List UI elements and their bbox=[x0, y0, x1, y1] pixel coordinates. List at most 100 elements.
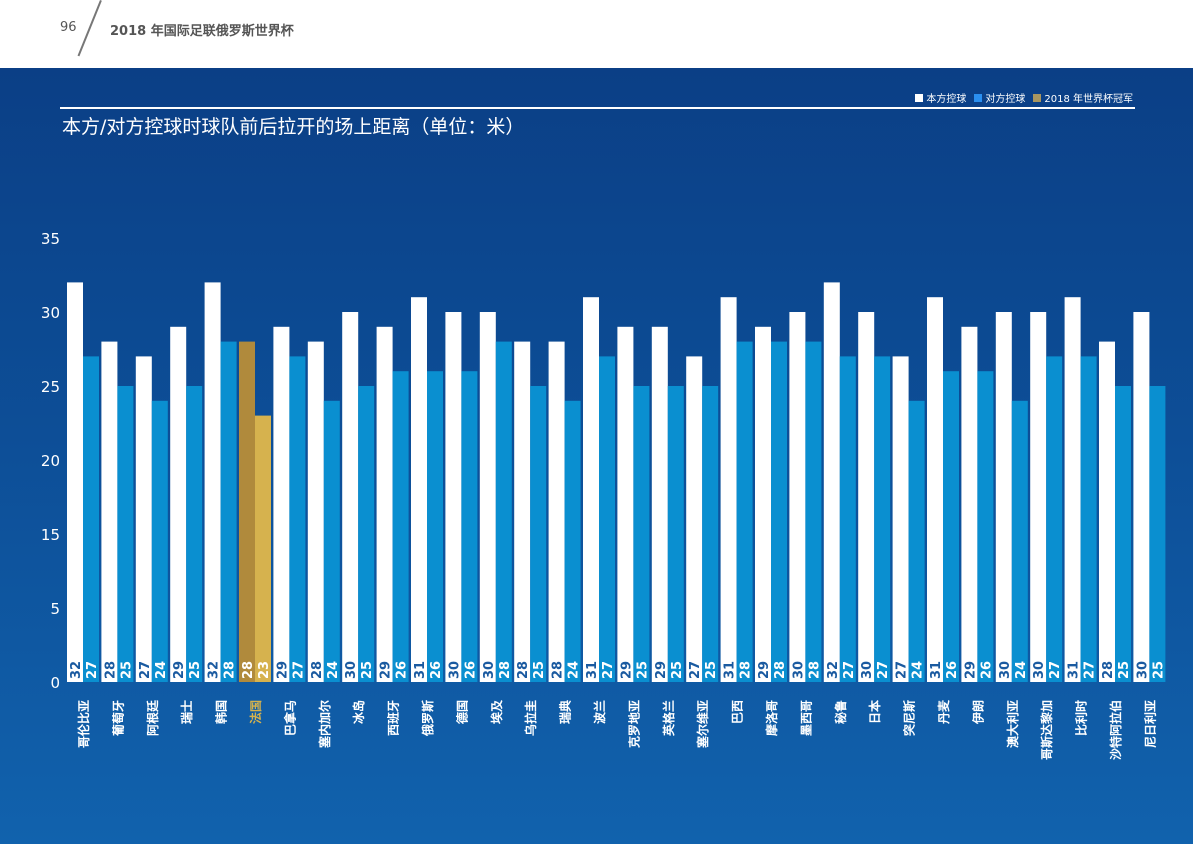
x-tick-label: 沙特阿拉伯 bbox=[1108, 700, 1123, 760]
bar-opp bbox=[461, 371, 478, 682]
x-tick-label: 伊朗 bbox=[970, 700, 985, 725]
x-tick-label: 墨西哥 bbox=[799, 700, 813, 736]
data-label: 25 bbox=[532, 661, 547, 679]
bar-opp bbox=[220, 341, 237, 682]
bar-own bbox=[583, 297, 599, 682]
data-label: 25 bbox=[188, 661, 203, 679]
data-label: 27 bbox=[1048, 661, 1063, 679]
legend-item-opp: 对方控球 bbox=[974, 90, 1025, 105]
legend-swatch-own bbox=[915, 93, 924, 102]
bar-opp bbox=[1115, 386, 1131, 682]
legend-label: 本方控球 bbox=[926, 94, 967, 105]
x-tick-label: 哥伦比亚 bbox=[76, 700, 91, 748]
data-label: 30 bbox=[860, 661, 875, 679]
page-number: 96 bbox=[60, 20, 77, 35]
data-label: 31 bbox=[929, 661, 944, 679]
data-label: 27 bbox=[895, 661, 910, 679]
data-label: 30 bbox=[482, 661, 497, 679]
bar-opp bbox=[977, 371, 994, 682]
legend-label: 2018 年世界杯冠军 bbox=[1044, 94, 1133, 105]
bar-own bbox=[376, 326, 393, 682]
bar-own bbox=[995, 312, 1012, 682]
data-label: 27 bbox=[291, 661, 306, 679]
bar-opp bbox=[943, 371, 959, 682]
bar-opp bbox=[427, 371, 443, 682]
data-label: 28 bbox=[516, 661, 531, 679]
bar-own bbox=[135, 356, 152, 682]
bar-opp bbox=[323, 400, 340, 682]
bar-own bbox=[755, 326, 771, 682]
bar-opp bbox=[564, 400, 581, 682]
data-label: 25 bbox=[360, 661, 375, 679]
x-tick-label: 秘鲁 bbox=[833, 700, 848, 724]
data-label: 24 bbox=[326, 661, 341, 679]
bar-opp bbox=[805, 341, 822, 682]
bar-opp bbox=[186, 386, 203, 682]
x-tick-label: 塞尔维亚 bbox=[695, 700, 710, 748]
x-tick-label: 澳大利亚 bbox=[1005, 700, 1020, 748]
bar-own bbox=[273, 326, 290, 682]
bar-own bbox=[720, 297, 737, 682]
data-label: 28 bbox=[223, 661, 238, 679]
data-label: 27 bbox=[842, 661, 857, 679]
data-label: 27 bbox=[138, 661, 153, 679]
data-label: 28 bbox=[807, 661, 822, 679]
bar-opp bbox=[771, 341, 787, 682]
x-tick-label: 巴拿马 bbox=[282, 700, 297, 736]
x-tick-label: 法国 bbox=[248, 700, 263, 724]
bar-opp bbox=[83, 356, 99, 682]
data-label: 30 bbox=[998, 661, 1013, 679]
x-tick-label: 葡萄牙 bbox=[110, 700, 125, 737]
x-tick-label: 巴西 bbox=[731, 700, 745, 724]
data-label: 28 bbox=[739, 661, 754, 679]
data-label: 25 bbox=[670, 661, 685, 679]
bar-opp bbox=[117, 386, 134, 682]
bar-own bbox=[1064, 297, 1081, 682]
bar-own bbox=[342, 312, 359, 682]
data-label: 23 bbox=[257, 661, 272, 679]
y-tick-label: 30 bbox=[41, 304, 60, 322]
data-label: 25 bbox=[635, 661, 650, 679]
data-label: 31 bbox=[1067, 661, 1082, 679]
bar-opp bbox=[908, 400, 925, 682]
y-tick-label: 5 bbox=[50, 600, 60, 618]
bar-own bbox=[617, 326, 634, 682]
bar-opp bbox=[667, 386, 684, 682]
x-tick-label: 俄罗斯 bbox=[420, 700, 435, 737]
data-label: 29 bbox=[275, 661, 290, 679]
bar-own bbox=[823, 282, 840, 682]
legend-label: 对方控球 bbox=[985, 94, 1026, 105]
y-tick-label: 20 bbox=[41, 452, 60, 470]
bar-own bbox=[479, 312, 496, 682]
data-label: 24 bbox=[911, 661, 926, 679]
document-title: 2018 年国际足联俄罗斯世界杯 bbox=[110, 24, 294, 39]
x-tick-label: 埃及 bbox=[489, 699, 504, 724]
legend-swatch-opp bbox=[974, 93, 983, 102]
x-tick-label: 克罗地亚 bbox=[626, 700, 641, 748]
bar-own bbox=[1030, 312, 1047, 682]
bar-own bbox=[514, 341, 531, 682]
x-tick-label: 西班牙 bbox=[386, 700, 401, 736]
bar-own bbox=[170, 326, 187, 682]
x-tick-label: 瑞士 bbox=[179, 700, 194, 724]
data-label: 26 bbox=[429, 661, 444, 679]
bar-own bbox=[411, 297, 427, 682]
data-label: 30 bbox=[1032, 661, 1047, 679]
data-label: 31 bbox=[585, 661, 600, 679]
data-label: 26 bbox=[979, 661, 994, 679]
chart-title: 本方/对方控球时球队前后拉开的场上距离（单位：米） bbox=[62, 116, 525, 138]
data-label: 29 bbox=[963, 661, 978, 679]
data-label: 32 bbox=[207, 661, 222, 679]
legend: 本方控球 对方控球 2018 年世界杯冠军 bbox=[915, 90, 1133, 105]
x-tick-label: 阿根廷 bbox=[145, 699, 160, 736]
data-label: 28 bbox=[310, 661, 325, 679]
data-label: 30 bbox=[447, 661, 462, 679]
data-label: 27 bbox=[85, 661, 100, 679]
data-label: 31 bbox=[723, 661, 738, 679]
bar-opp bbox=[736, 341, 753, 682]
legend-rule bbox=[60, 107, 1135, 109]
data-label: 29 bbox=[757, 661, 772, 679]
data-label: 30 bbox=[791, 661, 806, 679]
x-tick-label: 德国 bbox=[454, 700, 469, 724]
x-tick-label: 韩国 bbox=[214, 700, 229, 724]
